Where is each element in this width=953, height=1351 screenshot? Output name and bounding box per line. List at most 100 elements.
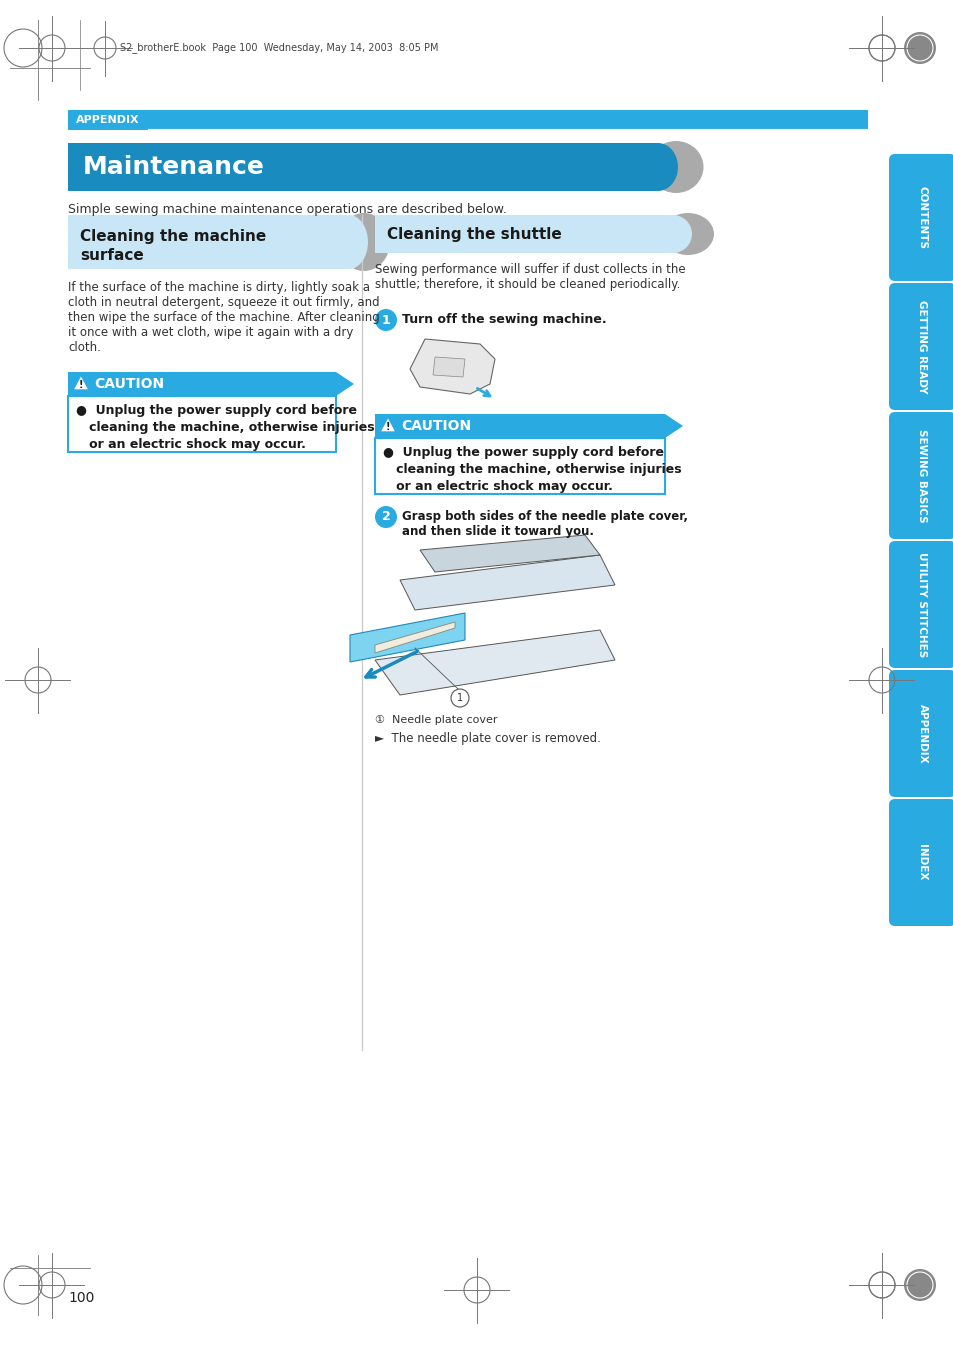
Bar (375, 438, 664, 494)
Bar (799, 109, 800, 130)
Polygon shape (419, 535, 599, 571)
Text: CAUTION: CAUTION (400, 419, 471, 434)
Bar (821, 109, 822, 130)
Bar (855, 109, 856, 130)
Polygon shape (73, 376, 89, 390)
Circle shape (375, 309, 396, 331)
Text: INDEX: INDEX (917, 844, 926, 881)
Bar (837, 109, 838, 130)
Bar (852, 109, 853, 130)
Bar (851, 109, 852, 130)
Circle shape (903, 32, 935, 63)
Bar (848, 109, 849, 130)
Bar (859, 109, 861, 130)
FancyBboxPatch shape (888, 540, 953, 667)
Bar (856, 109, 857, 130)
Bar (375, 413, 664, 438)
Ellipse shape (337, 213, 390, 272)
Bar (797, 109, 799, 130)
Text: ①  Needle plate cover: ① Needle plate cover (375, 715, 497, 725)
Ellipse shape (330, 215, 368, 269)
Polygon shape (399, 555, 615, 611)
Bar (794, 109, 795, 130)
Bar (850, 109, 851, 130)
Bar (835, 109, 836, 130)
Bar (791, 109, 792, 130)
Ellipse shape (638, 143, 678, 190)
Bar (826, 109, 827, 130)
Text: shuttle; therefore, it should be cleaned periodically.: shuttle; therefore, it should be cleaned… (375, 278, 679, 290)
Text: APPENDIX: APPENDIX (76, 115, 139, 126)
Text: Simple sewing machine maintenance operations are described below.: Simple sewing machine maintenance operat… (68, 203, 506, 216)
Bar (805, 109, 806, 130)
Bar (804, 109, 805, 130)
Bar (375, 215, 669, 253)
Bar (824, 109, 825, 130)
Text: 1: 1 (456, 693, 462, 703)
Bar (815, 109, 816, 130)
Bar (834, 109, 835, 130)
Bar (842, 109, 843, 130)
Bar (809, 109, 810, 130)
Bar (854, 109, 855, 130)
Text: 1: 1 (381, 313, 390, 327)
Ellipse shape (654, 215, 691, 253)
Bar (801, 109, 802, 130)
Bar (818, 109, 820, 130)
Polygon shape (375, 621, 455, 653)
Bar (865, 109, 866, 130)
Text: cloth.: cloth. (68, 340, 101, 354)
Text: Maintenance: Maintenance (83, 155, 265, 178)
Text: ●  Unplug the power supply cord before: ● Unplug the power supply cord before (382, 446, 663, 459)
Bar (68, 215, 346, 269)
Text: Cleaning the shuttle: Cleaning the shuttle (387, 227, 561, 242)
Bar (857, 109, 858, 130)
Text: ►  The needle plate cover is removed.: ► The needle plate cover is removed. (375, 732, 600, 744)
Text: CAUTION: CAUTION (94, 377, 164, 390)
Text: CONTENTS: CONTENTS (917, 186, 926, 249)
Circle shape (903, 1269, 935, 1301)
Bar (833, 109, 834, 130)
Bar (792, 109, 793, 130)
Bar (789, 109, 790, 130)
Bar (803, 109, 804, 130)
Bar (812, 109, 813, 130)
Text: 2: 2 (381, 511, 390, 523)
Text: UTILITY STITCHES: UTILITY STITCHES (917, 551, 926, 657)
Bar (836, 109, 837, 130)
Bar (808, 109, 809, 130)
Bar (788, 109, 789, 130)
Bar (816, 109, 817, 130)
Bar (811, 109, 812, 130)
Bar (790, 109, 791, 130)
Bar (823, 109, 824, 130)
Text: cleaning the machine, otherwise injuries: cleaning the machine, otherwise injuries (382, 463, 680, 476)
Text: APPENDIX: APPENDIX (917, 704, 926, 763)
Bar (68, 396, 335, 453)
Bar (841, 109, 842, 130)
Text: and then slide it toward you.: and then slide it toward you. (401, 526, 594, 538)
Text: or an electric shock may occur.: or an electric shock may occur. (76, 438, 306, 451)
Bar (844, 109, 845, 130)
Text: it once with a wet cloth, wipe it again with a dry: it once with a wet cloth, wipe it again … (68, 326, 353, 339)
Bar (830, 109, 831, 130)
Bar (845, 109, 846, 130)
Text: If the surface of the machine is dirty, lightly soak a: If the surface of the machine is dirty, … (68, 281, 370, 295)
Text: cloth in neutral detergent, squeeze it out firmly, and: cloth in neutral detergent, squeeze it o… (68, 296, 379, 309)
Bar (820, 109, 821, 130)
Bar (846, 109, 847, 130)
Polygon shape (375, 630, 615, 694)
Polygon shape (410, 339, 495, 394)
Circle shape (451, 689, 469, 707)
FancyBboxPatch shape (888, 412, 953, 539)
Text: !: ! (79, 380, 83, 390)
Bar (817, 109, 818, 130)
Text: surface: surface (80, 249, 144, 263)
FancyBboxPatch shape (888, 154, 953, 281)
Circle shape (375, 507, 396, 528)
Bar (831, 109, 832, 130)
Text: or an electric shock may occur.: or an electric shock may occur. (382, 480, 612, 493)
Bar (787, 109, 788, 130)
Bar (813, 109, 814, 130)
Text: cleaning the machine, otherwise injuries: cleaning the machine, otherwise injuries (76, 422, 375, 434)
